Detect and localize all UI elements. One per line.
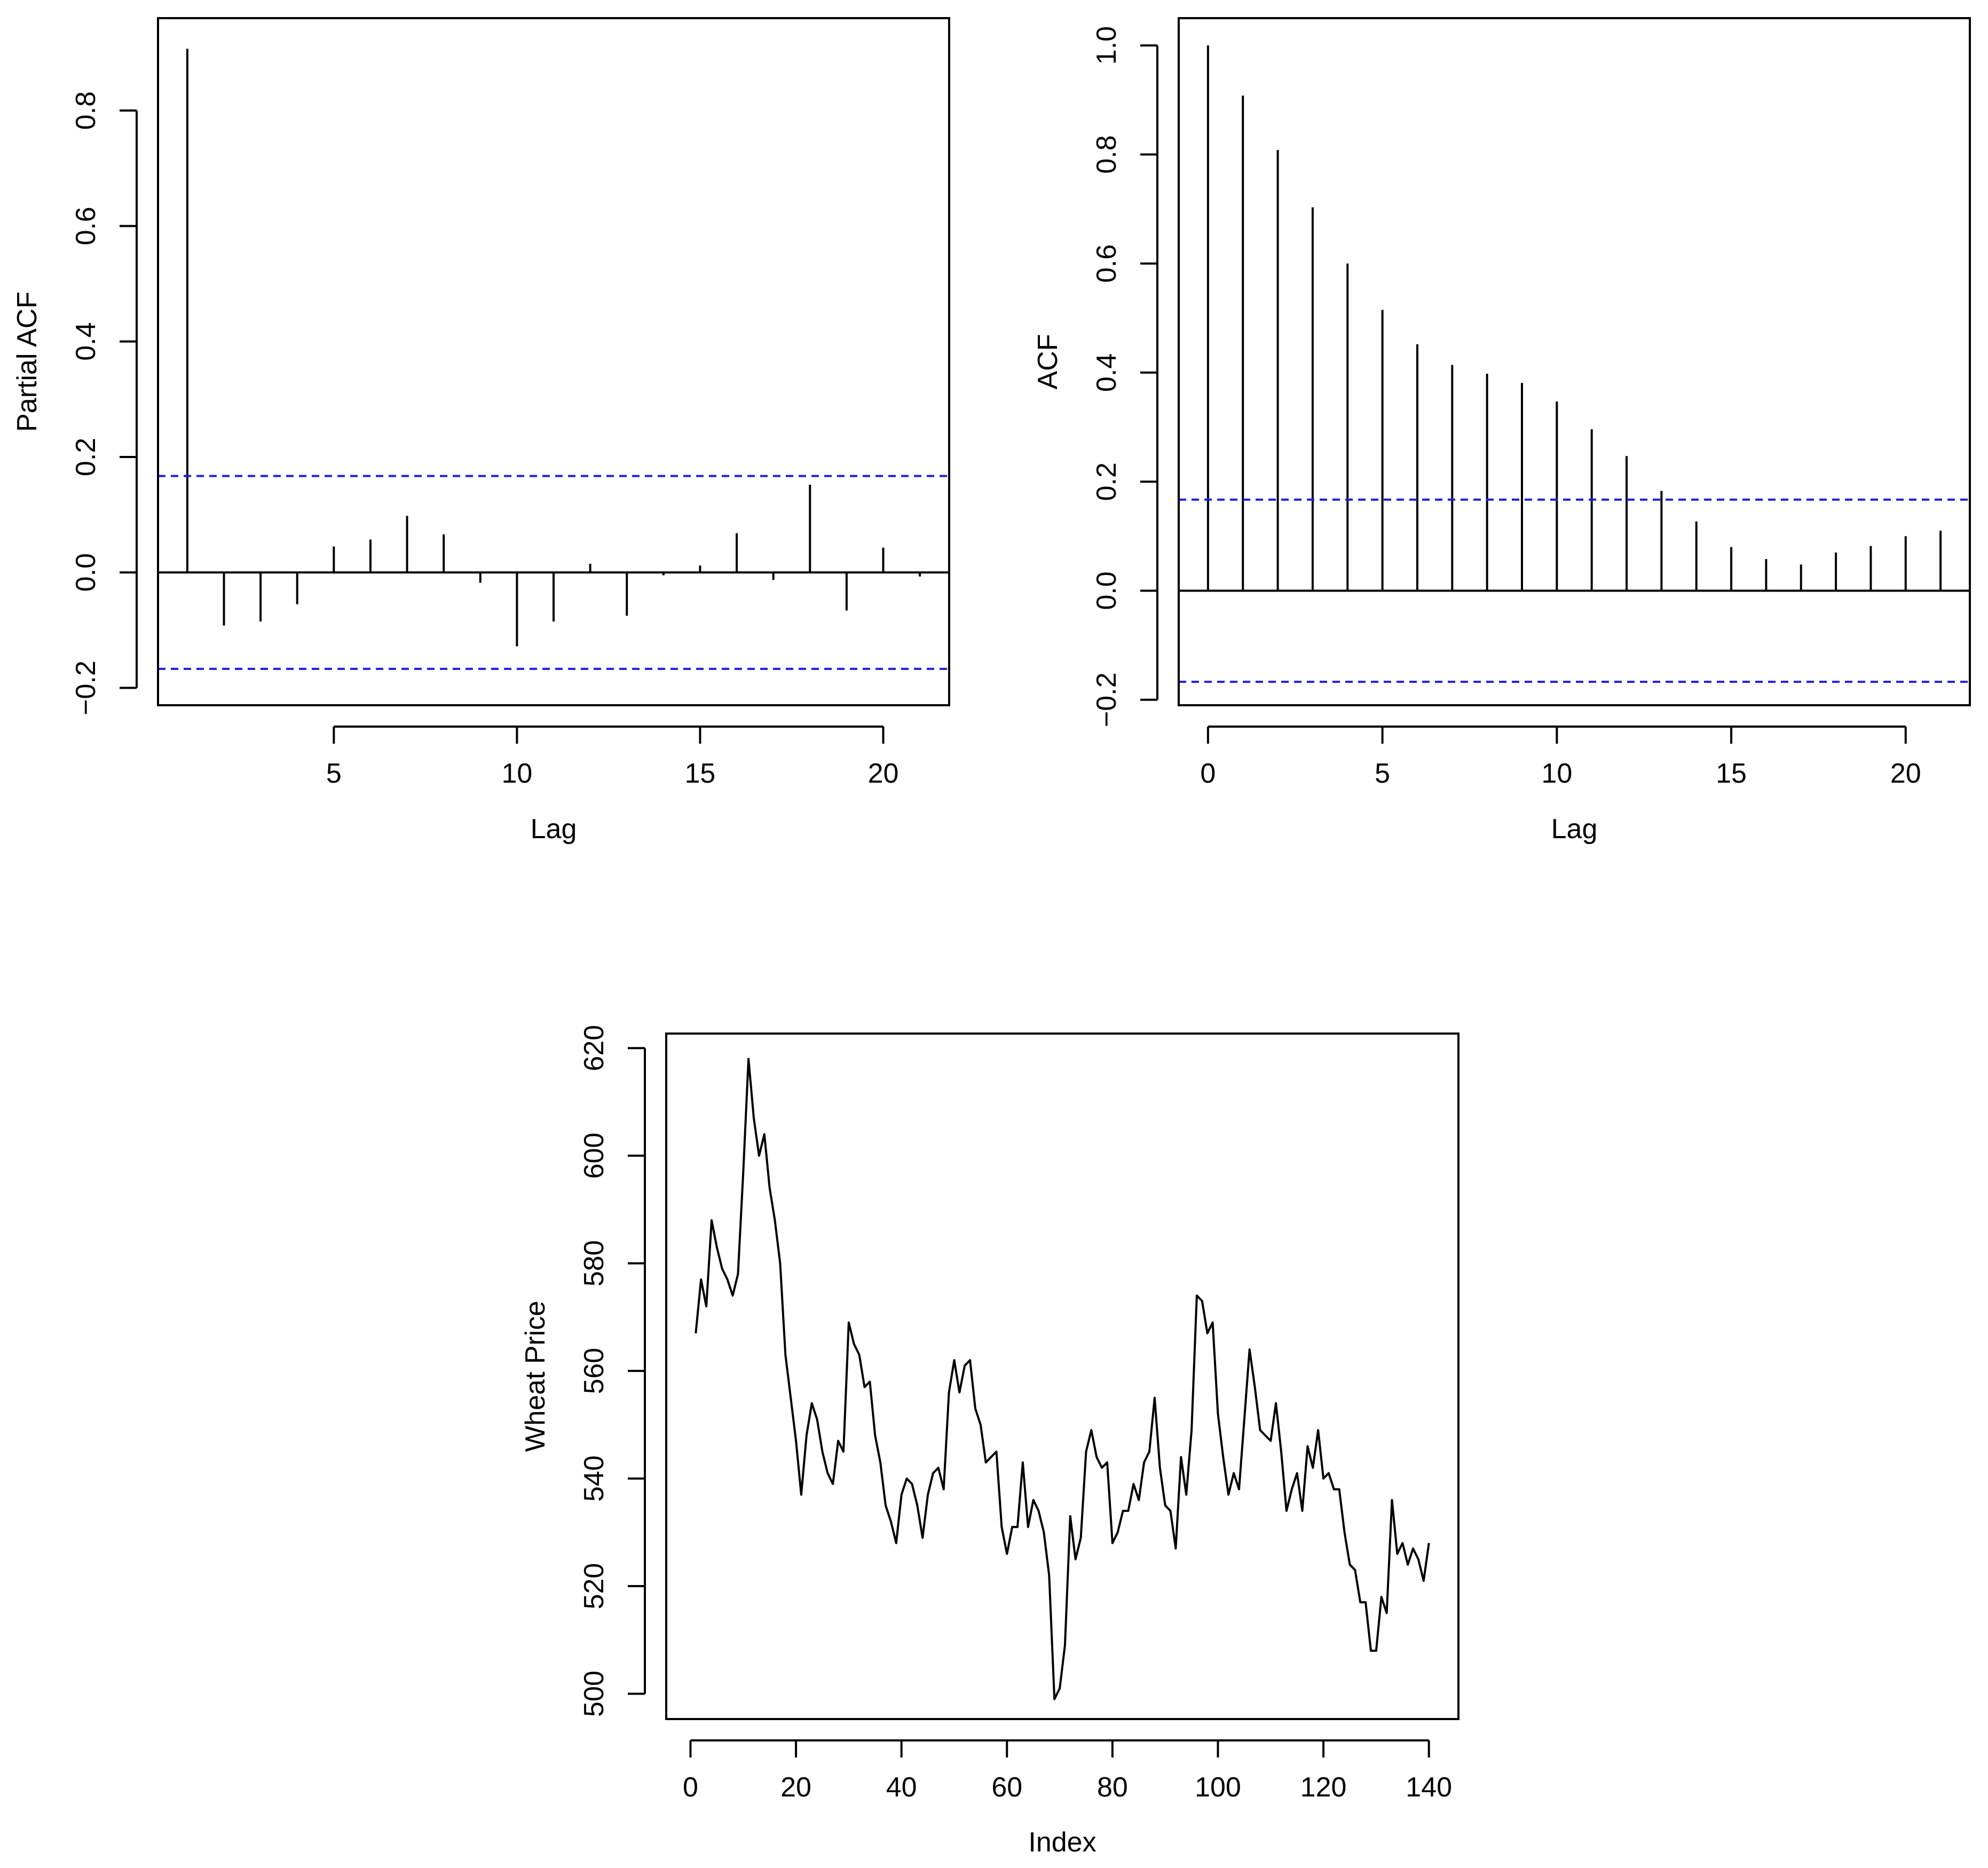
pacf-x-tick-label: 10 [501,758,532,789]
acf-x-axis: 0 5 10 15 20 [1200,726,1921,789]
acf-plot-frame [1178,17,1971,706]
series-x-axis: 0 20 40 60 80 100 120 140 [683,1739,1452,1803]
pacf-y-tick-label: 0.4 [70,322,101,360]
series-y-tick-label: 580 [579,1240,610,1287]
acf-spikes [1179,45,1970,592]
pacf-spikes [158,49,949,647]
pacf-panel: 5 10 15 20 −0.2 0.0 0.2 0.4 0.6 0.8 Lag Partial … [12,17,950,845]
series-y-axis-label: Wheat Price [520,1300,551,1452]
series-y-tick-label: 560 [579,1348,610,1394]
series-plot-frame [665,1032,1460,1720]
pacf-x-axis: 5 10 15 20 [326,726,899,789]
series-y-tick-label: 520 [579,1563,610,1610]
acf-x-tick-label: 10 [1541,758,1572,789]
series-x-tick-label: 20 [780,1772,811,1803]
pacf-y-tick-label: 0.8 [70,91,101,130]
pacf-y-tick-label: 0.2 [70,438,101,476]
pacf-x-tick-label: 15 [685,758,716,789]
acf-y-tick-label: 0.8 [1091,135,1122,174]
wheat-price-line-layer [695,1058,1430,1700]
series-x-tick-label: 40 [886,1772,917,1803]
series-x-tick-label: 60 [991,1772,1022,1803]
acf-y-tick-label: 0.6 [1091,244,1122,282]
acf-x-axis-label: Lag [1551,814,1598,845]
acf-x-tick-label: 0 [1200,758,1216,789]
pacf-y-tick-label: 0.0 [70,553,101,592]
acf-x-tick-label: 15 [1716,758,1747,789]
wheat-price-panel: 0 20 40 60 80 100 120 140 500 520 540 560 580 600 620… [520,1025,1460,1858]
pacf-x-axis-label: Lag [531,814,577,845]
pacf-y-tick-label: 0.6 [70,207,101,245]
acf-y-tick-label: 0.0 [1091,571,1122,610]
series-x-tick-label: 120 [1300,1772,1347,1803]
series-y-tick-label: 500 [579,1670,610,1717]
series-y-tick-label: 600 [579,1132,610,1179]
pacf-y-axis: −0.2 0.0 0.2 0.4 0.6 0.8 [70,91,138,715]
pacf-y-axis-label: Partial ACF [12,291,43,432]
wheat-price-series-line [695,1058,1430,1700]
acf-y-axis-label: ACF [1032,334,1063,390]
pacf-plot-frame [157,17,950,706]
acf-x-tick-label: 5 [1375,758,1390,789]
pacf-x-tick-label: 20 [868,758,899,789]
series-y-axis: 500 520 540 560 580 600 620 [579,1025,646,1717]
series-y-tick-label: 540 [579,1455,610,1502]
series-x-tick-label: 100 [1195,1772,1241,1803]
series-x-tick-label: 140 [1406,1772,1452,1803]
series-x-axis-label: Index [1028,1827,1096,1858]
series-y-tick-label: 620 [579,1025,610,1071]
pacf-y-tick-label: −0.2 [70,660,101,715]
acf-panel: 0 5 10 15 20 −0.2 0.0 0.2 0.4 0.6 0.8 1.0 Lag ACF [1032,17,1971,845]
series-x-tick-label: 80 [1097,1772,1128,1803]
pacf-confidence-bounds [158,475,949,670]
acf-y-axis: −0.2 0.0 0.2 0.4 0.6 0.8 1.0 [1091,26,1158,727]
acf-confidence-bounds [1179,498,1970,683]
acf-y-tick-label: 0.4 [1091,353,1122,392]
acf-x-tick-label: 20 [1890,758,1921,789]
series-x-tick-label: 0 [683,1772,698,1803]
acf-y-tick-label: 1.0 [1091,26,1122,65]
acf-y-tick-label: −0.2 [1091,672,1122,727]
acf-y-tick-label: 0.2 [1091,462,1122,501]
pacf-x-tick-label: 5 [326,758,342,789]
